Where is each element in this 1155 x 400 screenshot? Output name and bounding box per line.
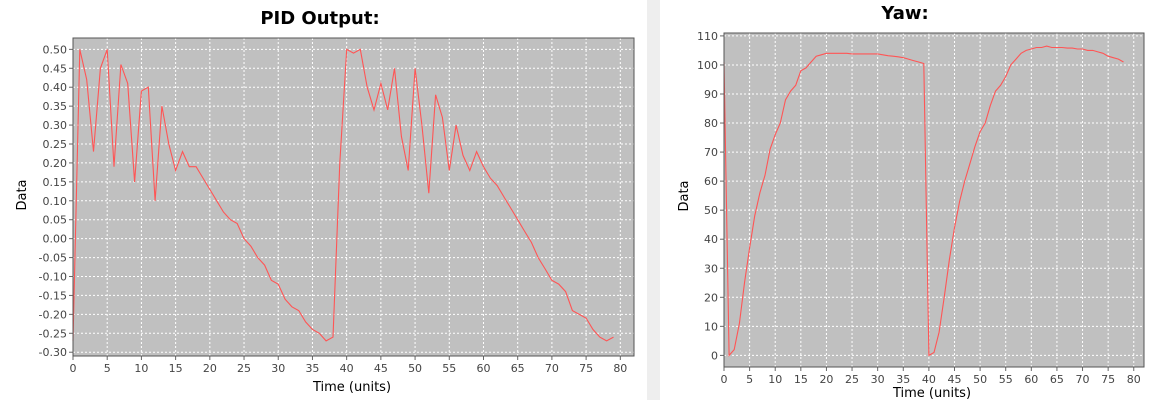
y-tick-label: 0.05 <box>43 214 68 227</box>
x-tick-label: 5 <box>104 362 111 375</box>
pid-output-chart: PID Output: Time (units) Data 0 5 10 15 20 25… <box>15 8 635 395</box>
y-tick-label: 70 <box>704 146 718 159</box>
x-tick-label: 65 <box>511 362 525 375</box>
x-tick-label: 10 <box>768 373 782 386</box>
y-tick-label: -0.25 <box>39 327 67 340</box>
x-tick-label: 75 <box>579 362 593 375</box>
x-tick-label: 20 <box>203 362 217 375</box>
y-tick-label: -0.15 <box>39 289 67 302</box>
y-tick-label: -0.10 <box>39 271 67 284</box>
y-tick-label: -0.05 <box>39 252 67 265</box>
y-tick-label: 0.10 <box>43 195 68 208</box>
x-tick-label: 5 <box>746 373 753 386</box>
y-tick-label: 20 <box>704 291 718 304</box>
chart-title: PID Output: <box>260 8 379 29</box>
x-tick-label: 80 <box>1127 373 1141 386</box>
x-tick-label: 30 <box>271 362 285 375</box>
series-line <box>72 48 614 342</box>
y-tick-label: -0.20 <box>39 308 67 321</box>
x-tick-label: 60 <box>476 362 490 375</box>
x-tick-label: 10 <box>134 362 148 375</box>
x-axis-label: Time (units) <box>312 380 391 395</box>
y-tick-label: 80 <box>704 117 718 130</box>
y-tick-label: 50 <box>704 204 718 217</box>
y-tick-label: 0 <box>711 349 718 362</box>
y-tick-label: 0.35 <box>43 100 68 113</box>
y-tick-label: 0.45 <box>43 62 68 75</box>
y-tick-label: 0.50 <box>43 43 68 56</box>
x-tick-label: 0 <box>721 373 728 386</box>
x-tick-label: 55 <box>442 362 456 375</box>
y-tick-label: 60 <box>704 175 718 188</box>
series-line <box>723 45 1124 357</box>
x-tick-label: 35 <box>305 362 319 375</box>
x-tick-label: 25 <box>845 373 859 386</box>
x-tick-label: 15 <box>794 373 808 386</box>
y-tick-label: 100 <box>697 59 718 72</box>
y-tick-label: 0.25 <box>43 138 68 151</box>
y-tick-label: 110 <box>697 30 718 43</box>
plot-area <box>72 37 635 357</box>
y-tick-label: 0.00 <box>43 233 68 246</box>
x-tick-label: 40 <box>340 362 354 375</box>
x-axis-label: Time (units) <box>892 386 971 400</box>
y-tick-label: 0.15 <box>43 176 68 189</box>
chart-title: Yaw: <box>880 3 928 24</box>
x-tick-label: 70 <box>545 362 559 375</box>
plot-area <box>723 32 1145 368</box>
yaw-chart: Yaw: Time (units) Data 0 5 10 15 20 25 30 35 40 4… <box>677 3 1145 400</box>
x-tick-label: 25 <box>237 362 251 375</box>
y-tick-label: 30 <box>704 262 718 275</box>
panel-separator <box>647 0 660 400</box>
x-tick-label: 70 <box>1076 373 1090 386</box>
y-tick-label: 10 <box>704 320 718 333</box>
x-tick-label: 45 <box>374 362 388 375</box>
x-tick-label: 45 <box>947 373 961 386</box>
x-tick-label: 55 <box>999 373 1013 386</box>
y-tick-label: -0.30 <box>39 346 67 359</box>
y-axis-label: Data <box>15 179 30 210</box>
y-axis-label: Data <box>677 180 692 211</box>
plot-border <box>723 32 1145 368</box>
x-tick-label: 0 <box>70 362 77 375</box>
yaw-chart-panel: Yaw: Time (units) Data 0 5 10 15 20 25 30 35 40 4… <box>660 0 1155 400</box>
pid-output-chart-panel: PID Output: Time (units) Data 0 5 10 15 20 25… <box>0 0 647 400</box>
x-tick-label: 35 <box>896 373 910 386</box>
plot-border <box>72 37 635 357</box>
x-tick-label: 40 <box>922 373 936 386</box>
x-tick-label: 60 <box>1024 373 1038 386</box>
x-tick-label: 15 <box>169 362 183 375</box>
x-tick-label: 20 <box>819 373 833 386</box>
x-tick-label: 80 <box>613 362 627 375</box>
x-tick-label: 50 <box>973 373 987 386</box>
y-tick-label: 0.20 <box>43 157 68 170</box>
y-tick-label: 0.40 <box>43 81 68 94</box>
y-tick-label: 40 <box>704 233 718 246</box>
x-tick-label: 75 <box>1101 373 1115 386</box>
x-tick-label: 30 <box>871 373 885 386</box>
x-tick-label: 65 <box>1050 373 1064 386</box>
y-tick-label: 90 <box>704 88 718 101</box>
x-tick-label: 50 <box>408 362 422 375</box>
y-tick-label: 0.30 <box>43 119 68 132</box>
